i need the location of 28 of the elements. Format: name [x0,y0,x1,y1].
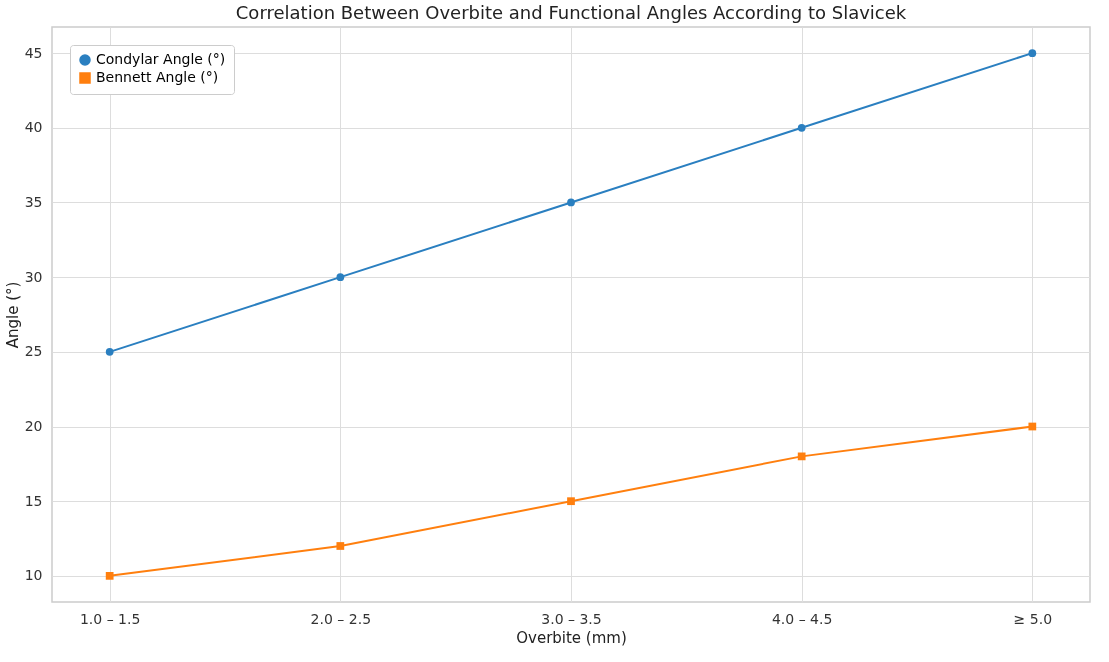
x-tick-label: ≥ 5.0 [1013,610,1053,627]
point [336,273,345,282]
y-tick-label: 45 [24,44,43,61]
point [797,452,806,461]
x-tick-label: 1.0 – 1.5 [79,610,141,627]
y-axis-title: Angle (°) [3,281,22,349]
y-tick-label: 30 [24,268,43,285]
point [1028,422,1037,431]
y-tick-label: 15 [24,492,43,509]
y-tick-label: 10 [24,567,43,584]
legend-label: Bennett Angle (°) [96,69,219,85]
chart-title: Correlation Between Overbite and Functional Angles According to Slavicek [235,2,907,23]
x-tick-label: 2.0 – 2.5 [310,610,372,627]
y-tick-label: 25 [24,343,43,360]
legend-label: Condylar Angle (°) [96,51,226,67]
point [797,123,806,132]
point [567,198,575,207]
point [105,571,114,580]
y-tick-label: 40 [24,119,43,136]
x-axis-title: Overbite (mm) [516,628,627,647]
point [567,497,575,506]
point [336,542,345,550]
y-tick-label: 35 [24,193,43,210]
point [105,347,114,356]
x-tick-label: 3.0 – 3.5 [541,610,602,627]
x-tick-label: 4.0 – 4.5 [771,610,833,627]
y-tick-label: 20 [24,418,43,435]
point [1028,49,1037,57]
